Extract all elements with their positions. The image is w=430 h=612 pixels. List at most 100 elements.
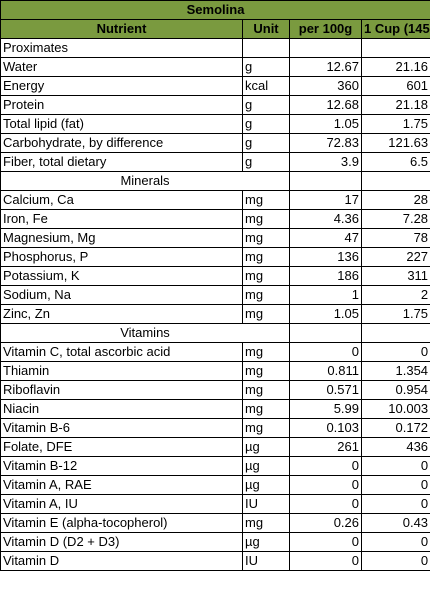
- nutrient-name: Total lipid (fat): [0, 114, 243, 134]
- table-row: Iron, Fe mg 4.36 7.28: [0, 209, 430, 229]
- per-cup-value: 10.003: [360, 399, 430, 419]
- nutrient-name: Vitamin D (D2 + D3): [0, 532, 243, 552]
- table-title: Semolina: [0, 0, 430, 20]
- title-row: Semolina: [0, 0, 430, 20]
- unit-cell: mg: [242, 418, 290, 438]
- nutrient-name: Fiber, total dietary: [0, 152, 243, 172]
- table-row: Protein g 12.68 21.18: [0, 95, 430, 115]
- per-cup-value: 6.5: [360, 152, 430, 172]
- per-cup-value: 0.954: [360, 380, 430, 400]
- per-cup-value: 227: [360, 247, 430, 267]
- unit-cell: IU: [242, 494, 290, 514]
- header-per-100g: per 100g: [289, 19, 362, 39]
- unit-cell: mg: [242, 304, 290, 324]
- table-row: Fiber, total dietary g 3.9 6.5: [0, 152, 430, 172]
- section-row: Proximates: [0, 38, 430, 58]
- nutrient-name: Water: [0, 57, 243, 77]
- per-100g-value: 0: [289, 342, 362, 362]
- table-row: Vitamin B-6 mg 0.103 0.172: [0, 418, 430, 438]
- per-cup-value: 1.75: [360, 114, 430, 134]
- unit-cell: mg: [242, 342, 290, 362]
- empty-cell: [289, 171, 362, 191]
- unit-cell: g: [242, 114, 290, 134]
- per-cup-value: 0: [360, 532, 430, 552]
- nutrient-name: Vitamin B-12: [0, 456, 243, 476]
- section-heading: Proximates: [0, 38, 243, 58]
- table-row: Magnesium, Mg mg 47 78: [0, 228, 430, 248]
- table-row: Folate, DFE µg 261 436: [0, 437, 430, 457]
- unit-cell: g: [242, 57, 290, 77]
- table-row: Riboflavin mg 0.571 0.954: [0, 380, 430, 400]
- per-cup-value: 1.354: [360, 361, 430, 381]
- empty-cell: [360, 323, 430, 343]
- per-cup-value: 0: [360, 494, 430, 514]
- empty-cell: [289, 38, 362, 58]
- per-cup-value: 0.172: [360, 418, 430, 438]
- per-100g-value: 0: [289, 475, 362, 495]
- per-100g-value: 0: [289, 456, 362, 476]
- per-cup-value: 436: [360, 437, 430, 457]
- unit-cell: mg: [242, 266, 290, 286]
- nutrient-name: Folate, DFE: [0, 437, 243, 457]
- table-row: Thiamin mg 0.811 1.354: [0, 361, 430, 381]
- per-cup-value: 0: [360, 475, 430, 495]
- unit-cell: mg: [242, 228, 290, 248]
- unit-cell: g: [242, 152, 290, 172]
- unit-cell: mg: [242, 399, 290, 419]
- header-nutrient: Nutrient: [0, 19, 243, 39]
- table-row: Vitamin D (D2 + D3) µg 0 0: [0, 532, 430, 552]
- nutrient-name: Vitamin B-6: [0, 418, 243, 438]
- nutrient-name: Calcium, Ca: [0, 190, 243, 210]
- section-row: Vitamins: [0, 323, 430, 343]
- per-100g-value: 1.05: [289, 114, 362, 134]
- per-100g-value: 261: [289, 437, 362, 457]
- table-row: Total lipid (fat) g 1.05 1.75: [0, 114, 430, 134]
- unit-cell: g: [242, 133, 290, 153]
- nutrient-name: Vitamin A, IU: [0, 494, 243, 514]
- per-100g-value: 3.9: [289, 152, 362, 172]
- nutrient-name: Potassium, K: [0, 266, 243, 286]
- table-row: Zinc, Zn mg 1.05 1.75: [0, 304, 430, 324]
- per-cup-value: 311: [360, 266, 430, 286]
- per-100g-value: 1.05: [289, 304, 362, 324]
- per-100g-value: 0: [289, 551, 362, 571]
- per-100g-value: 0.571: [289, 380, 362, 400]
- per-cup-value: 78: [360, 228, 430, 248]
- per-100g-value: 72.83: [289, 133, 362, 153]
- per-100g-value: 12.68: [289, 95, 362, 115]
- per-cup-value: 7.28: [360, 209, 430, 229]
- empty-cell: [242, 38, 290, 58]
- nutrient-name: Vitamin D: [0, 551, 243, 571]
- table-row: Vitamin B-12 µg 0 0: [0, 456, 430, 476]
- table-row: Vitamin E (alpha-tocopherol) mg 0.26 0.43: [0, 513, 430, 533]
- per-100g-value: 5.99: [289, 399, 362, 419]
- unit-cell: µg: [242, 475, 290, 495]
- per-cup-value: 0: [360, 551, 430, 571]
- nutrient-name: Zinc, Zn: [0, 304, 243, 324]
- empty-cell: [360, 38, 430, 58]
- per-100g-value: 0: [289, 532, 362, 552]
- unit-cell: mg: [242, 380, 290, 400]
- nutrient-name: Magnesium, Mg: [0, 228, 243, 248]
- unit-cell: mg: [242, 209, 290, 229]
- nutrient-name: Protein: [0, 95, 243, 115]
- per-100g-value: 12.67: [289, 57, 362, 77]
- nutrient-name: Energy: [0, 76, 243, 96]
- per-cup-value: 21.18: [360, 95, 430, 115]
- header-unit: Unit: [242, 19, 290, 39]
- per-100g-value: 360: [289, 76, 362, 96]
- per-cup-value: 0: [360, 456, 430, 476]
- unit-cell: µg: [242, 437, 290, 457]
- table-row: Sodium, Na mg 1 2: [0, 285, 430, 305]
- unit-cell: mg: [242, 247, 290, 267]
- empty-cell: [289, 323, 362, 343]
- per-100g-value: 0.26: [289, 513, 362, 533]
- per-100g-value: 136: [289, 247, 362, 267]
- per-cup-value: 0.43: [360, 513, 430, 533]
- nutrition-table: Semolina Nutrient Unit per 100g 1 Cup (1…: [0, 0, 430, 571]
- unit-cell: mg: [242, 513, 290, 533]
- nutrient-name: Thiamin: [0, 361, 243, 381]
- unit-cell: kcal: [242, 76, 290, 96]
